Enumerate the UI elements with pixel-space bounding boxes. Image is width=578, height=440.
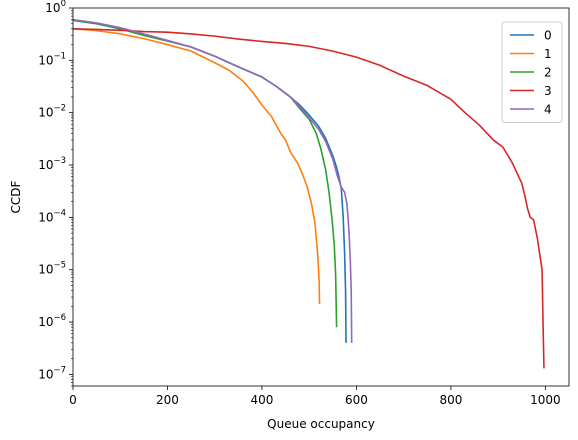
series-line-3 <box>72 28 545 369</box>
x-axis-label: Queue occupancy <box>267 417 375 431</box>
y-tick-label: 100 <box>45 0 66 15</box>
y-axis: 100 10−1 10−2 10−3 10−4 10−5 10−6 10−7 <box>38 0 73 387</box>
series-line-1 <box>72 28 321 305</box>
x-tick-label: 1000 <box>530 393 561 407</box>
x-axis: 0 200 400 600 800 1000 <box>69 386 561 407</box>
legend-label-3: 3 <box>544 84 552 98</box>
legend-label-0: 0 <box>544 29 552 43</box>
legend-label-1: 1 <box>544 47 552 61</box>
legend-label-2: 2 <box>544 66 552 80</box>
series-layer <box>72 18 545 369</box>
plot-background <box>73 8 569 386</box>
y-tick-label: 10−1 <box>38 51 66 67</box>
y-tick-label: 10−2 <box>38 104 66 120</box>
series-line-4 <box>72 18 353 343</box>
y-axis-label: CCDF <box>9 180 23 213</box>
y-tick-label: 10−4 <box>38 208 66 224</box>
x-tick-label: 200 <box>156 393 179 407</box>
y-tick-label: 10−3 <box>38 156 66 172</box>
x-tick-label: 800 <box>439 393 462 407</box>
plot-frame <box>72 7 570 387</box>
x-tick-label: 600 <box>345 393 368 407</box>
y-tick-label: 10−6 <box>38 313 66 329</box>
x-tick-label: 400 <box>250 393 273 407</box>
legend-label-4: 4 <box>544 103 552 117</box>
x-tick-label: 0 <box>69 393 77 407</box>
legend: 0 1 2 3 4 <box>501 21 563 123</box>
y-tick-label: 10−5 <box>38 261 66 277</box>
y-tick-label: 10−7 <box>38 365 66 381</box>
